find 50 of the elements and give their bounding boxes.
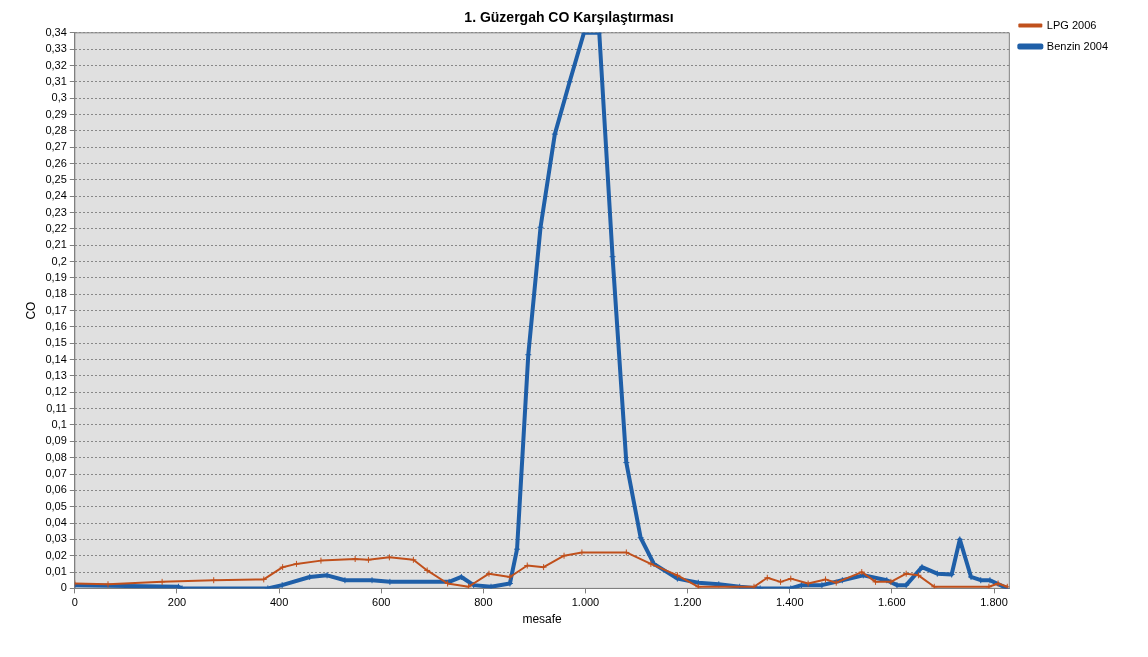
x-tick-label: 1.200 (673, 596, 702, 609)
y-tick-label: 0,22 (45, 221, 67, 234)
y-tick-label: 0,09 (45, 434, 67, 447)
x-tick-label: 1.000 (571, 596, 600, 609)
x-tick-label: 0 (71, 596, 78, 609)
y-tick-label: 0,32 (45, 58, 67, 71)
y-tick-label: 0,31 (45, 74, 67, 87)
y-tick-label: 0,13 (45, 369, 67, 381)
y-tick-label: 0,19 (45, 270, 67, 283)
y-tick-label: 0,01 (45, 565, 67, 578)
y-tick-label: 0,24 (45, 189, 67, 202)
y-tick-label: 0,05 (45, 499, 67, 512)
x-tick-label: 600 (372, 596, 391, 609)
legend-label: Benzin 2004 (1046, 39, 1109, 52)
y-tick-label: 0,08 (45, 450, 67, 463)
y-tick-label: 0,18 (45, 287, 67, 300)
x-tick-label: 1.800 (980, 596, 1008, 609)
legend-label: LPG 2006 (1046, 18, 1097, 31)
y-tick-label: 0 (60, 581, 67, 594)
y-tick-label: 0,16 (45, 319, 67, 332)
y-tick-label: 0,34 (45, 25, 67, 38)
y-tick-label: 0,14 (45, 352, 67, 365)
y-tick-label: 0,12 (45, 385, 67, 398)
y-tick-label: 0,26 (45, 156, 67, 169)
x-tick-label: 1.400 (775, 596, 804, 609)
y-tick-label: 0,11 (46, 401, 67, 414)
y-tick-label: 0,17 (45, 303, 67, 316)
y-axis-title: CO (23, 301, 38, 320)
y-tick-label: 0,25 (45, 172, 67, 185)
y-tick-label: 0,27 (45, 140, 67, 153)
y-tick-label: 0,04 (45, 516, 67, 529)
y-tick-label: 0,06 (45, 483, 67, 496)
x-tick-label: 200 (167, 596, 187, 609)
chart-title: 1. Güzergah CO Karşılaştırması (464, 9, 674, 26)
y-tick-label: 0,23 (45, 205, 67, 218)
y-tick-label: 0,33 (45, 42, 67, 55)
y-tick-label: 0,21 (45, 238, 67, 251)
y-tick-label: 0,15 (45, 336, 67, 349)
y-tick-label: 0,29 (45, 107, 67, 120)
y-tick-label: 0,28 (45, 123, 67, 136)
y-tick-label: 0,1 (51, 418, 67, 431)
y-tick-label: 0,2 (51, 254, 67, 267)
y-tick-label: 0,3 (51, 91, 67, 104)
y-tick-label: 0,07 (45, 467, 67, 480)
y-tick-label: 0,02 (45, 548, 67, 561)
y-tick-label: 0,03 (45, 532, 67, 545)
x-tick-label: 1.600 (878, 596, 906, 609)
x-tick-label: 400 (269, 596, 289, 609)
x-axis-title: mesafe (522, 612, 563, 627)
x-tick-label: 800 (474, 596, 493, 609)
